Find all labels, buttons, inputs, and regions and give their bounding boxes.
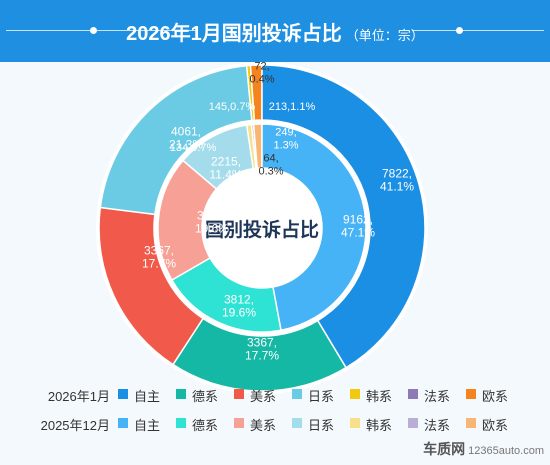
legend-text: 法系 [424, 389, 451, 404]
legend-text: 德系 [192, 389, 219, 404]
legend-text: 韩系 [366, 389, 393, 404]
legend-text: 美系 [250, 389, 277, 404]
data-label-inner-0: 9162, 47.1% [341, 213, 375, 240]
data-label-outer-7: 145,0.7% [209, 101, 256, 113]
legend-swatch [234, 389, 244, 399]
data-label-inner-5: 64, 0.3% [258, 153, 283, 178]
header-dot-left [90, 27, 97, 34]
legend-row-label: 2025年12月 [40, 418, 110, 433]
legend-text: 日系 [308, 418, 335, 433]
slice-inner-自主 [261, 123, 367, 332]
legend-text: 韩系 [366, 418, 393, 433]
data-label-outer-0: 7822, 41.1% [380, 167, 414, 194]
legend-text: 自主 [134, 418, 161, 433]
legend-swatch [118, 418, 128, 428]
legend-text: 欧系 [482, 418, 509, 433]
legend-text: 美系 [250, 418, 277, 433]
legend-row-1: 2025年12月 自主 德系 美系 日系 韩系 法系 欧系 [0, 414, 550, 433]
legend-swatch [292, 418, 302, 428]
slice-inner-日系 [181, 124, 255, 191]
data-label-outer-4: 72, 0.4% [249, 61, 274, 86]
chart-header: 2026年1月国别投诉占比 （单位：宗） [0, 0, 550, 62]
legend-text: 法系 [424, 418, 451, 433]
legend-swatch [408, 418, 418, 428]
legend-swatch [118, 389, 128, 399]
data-label-inner-3: 2215, 11.4% [209, 155, 242, 182]
chart-title-text: 2026年1月国别投诉占比 [126, 23, 342, 45]
data-label-outer-6: 213,1.1% [269, 101, 316, 113]
legend-row-0: 2026年1月 自主 德系 美系 日系 韩系 法系 欧系 [0, 385, 550, 404]
watermark-site: 12365auto.com [468, 445, 544, 457]
chart-title-unit: （单位：宗） [345, 28, 424, 43]
watermark: 车质网 12365auto.com [423, 439, 544, 459]
legend-swatch [466, 389, 476, 399]
header-line-right [412, 30, 544, 31]
legend-text: 德系 [192, 418, 219, 433]
slice-outer-日系 [99, 64, 253, 216]
data-label-outer-2: 3367, 17.7% [142, 244, 176, 271]
legend-text: 日系 [308, 389, 335, 404]
legend-text: 自主 [134, 389, 161, 404]
legend-swatch [408, 389, 418, 399]
data-label-inner-6: 249, 1.3% [273, 127, 298, 152]
chart-title: 2026年1月国别投诉占比 （单位：宗） [0, 17, 550, 46]
legend-swatch [350, 418, 360, 428]
header-dot-right [456, 27, 463, 34]
data-label-outer-1: 3367, 17.7% [245, 336, 279, 363]
data-label-inner-2: 3814, 19.6% [195, 209, 229, 236]
legend-swatch [466, 418, 476, 428]
legend-swatch [176, 389, 186, 399]
legend-text: 欧系 [482, 389, 509, 404]
legend-swatch [292, 389, 302, 399]
data-label-inner-1: 3812, 19.6% [222, 293, 256, 320]
center-label: 国别投诉占比 [205, 218, 319, 241]
data-label-outer-3: 4061, 21.3% [169, 125, 203, 152]
legend-swatch [234, 418, 244, 428]
slice-outer-自主 [261, 64, 426, 369]
header-line-left [6, 30, 196, 31]
legend-swatch [350, 389, 360, 399]
legend-swatch [176, 418, 186, 428]
data-label-inner-4: 134,0.7% [170, 142, 217, 154]
watermark-brand: 车质网 [423, 441, 466, 457]
legend-row-label: 2026年1月 [47, 389, 110, 404]
